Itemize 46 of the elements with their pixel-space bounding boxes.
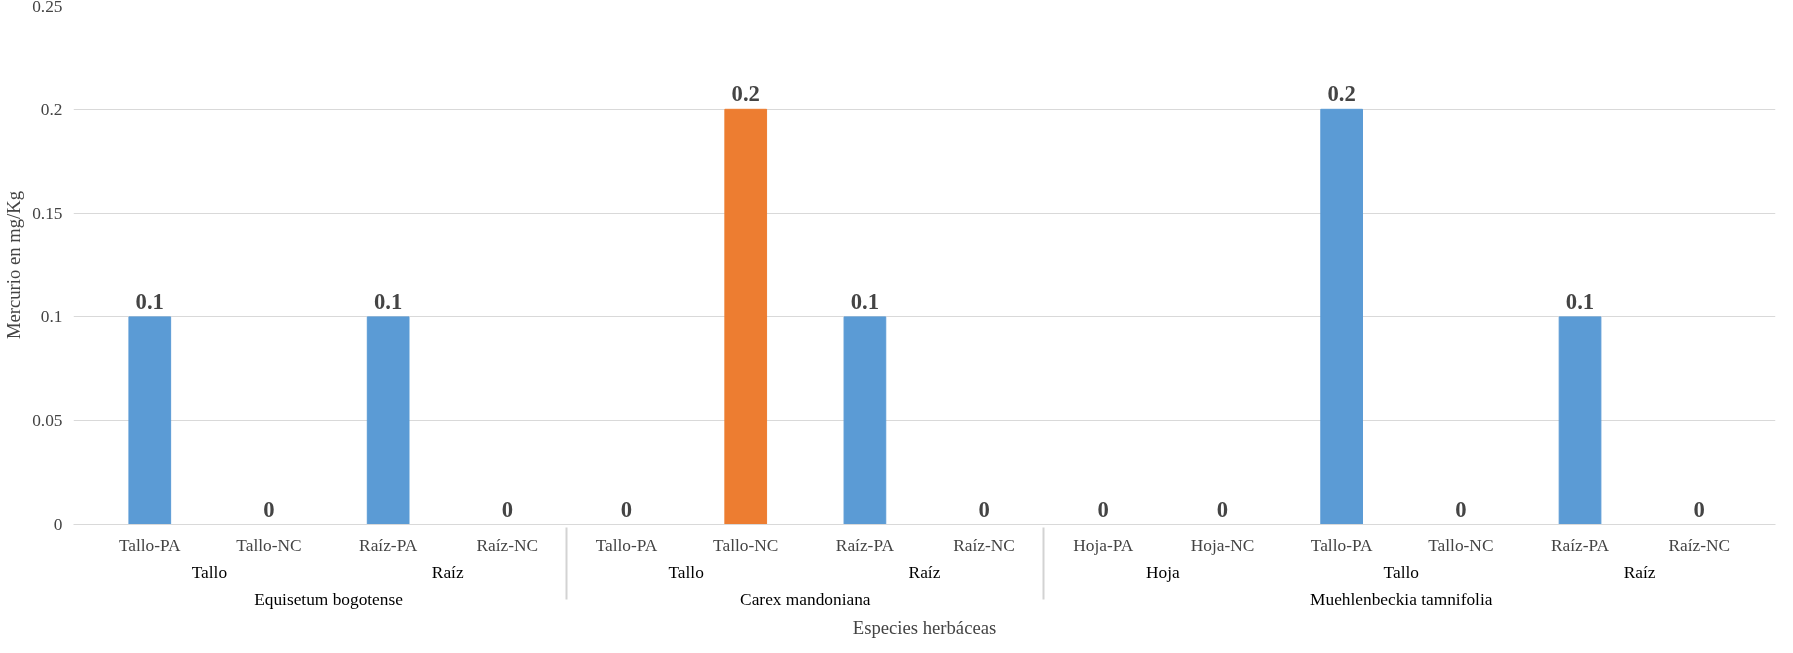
- category-label: Hoja-PA: [1073, 535, 1134, 555]
- data-label: 0: [1455, 496, 1467, 522]
- y-axis-title: Mercurio en mg/Kg: [3, 190, 25, 340]
- y-tick-label: 0.05: [32, 411, 63, 431]
- data-label: 0.1: [374, 288, 403, 314]
- category-label: Hoja-NC: [1190, 535, 1255, 555]
- category-label: Raíz-PA: [359, 535, 418, 555]
- data-label: 0.1: [850, 288, 880, 314]
- category-label: Tallo: [1383, 562, 1419, 582]
- y-tick-label: 0: [53, 515, 63, 534]
- category-label: Raíz-NC: [953, 535, 1015, 555]
- category-label: Raíz-NC: [476, 535, 539, 555]
- x-axis-title: Especies herbáceas: [852, 616, 997, 638]
- data-label: 0.2: [731, 81, 760, 107]
- category-label: Raíz: [1623, 562, 1656, 582]
- data-label: 0.1: [135, 288, 164, 314]
- data-label: 0: [1216, 496, 1229, 522]
- category-label: Tallo-NC: [713, 535, 779, 555]
- category-label: Tallo-PA: [595, 535, 658, 555]
- y-tick-label: 0.25: [32, 0, 63, 16]
- data-label: 0: [1693, 496, 1705, 522]
- category-label: Raíz-PA: [835, 535, 894, 555]
- category-label: Tallo-NC: [236, 535, 302, 555]
- category-label: Tallo-NC: [1428, 535, 1494, 555]
- category-label: Muehlenbeckia tamnifolia: [1310, 589, 1493, 609]
- category-label: Tallo-PA: [1310, 535, 1373, 555]
- data-label: 0: [1097, 496, 1109, 522]
- y-tick-label: 0.2: [40, 99, 63, 119]
- data-label: 0: [263, 496, 275, 522]
- data-label: 0.2: [1327, 81, 1356, 107]
- y-tick-label: 0.15: [32, 203, 63, 223]
- data-label: 0: [620, 496, 633, 522]
- data-label: 0: [501, 496, 514, 522]
- category-label: Equisetum bogotense: [254, 589, 403, 609]
- y-tick-label: 0.1: [40, 307, 63, 327]
- data-label: 0: [978, 496, 990, 522]
- category-label: Carex mandoniana: [740, 589, 871, 609]
- category-label: Raíz: [908, 562, 941, 582]
- category-label: Hoja: [1146, 562, 1180, 582]
- data-label: 0.1: [1565, 288, 1595, 314]
- category-label: Tallo: [191, 562, 228, 582]
- category-label: Raíz-PA: [1550, 535, 1610, 555]
- category-label: Tallo: [668, 562, 704, 582]
- category-label: Raíz-NC: [1668, 535, 1731, 555]
- category-label: Tallo-PA: [118, 535, 181, 555]
- category-label: Raíz: [431, 562, 464, 582]
